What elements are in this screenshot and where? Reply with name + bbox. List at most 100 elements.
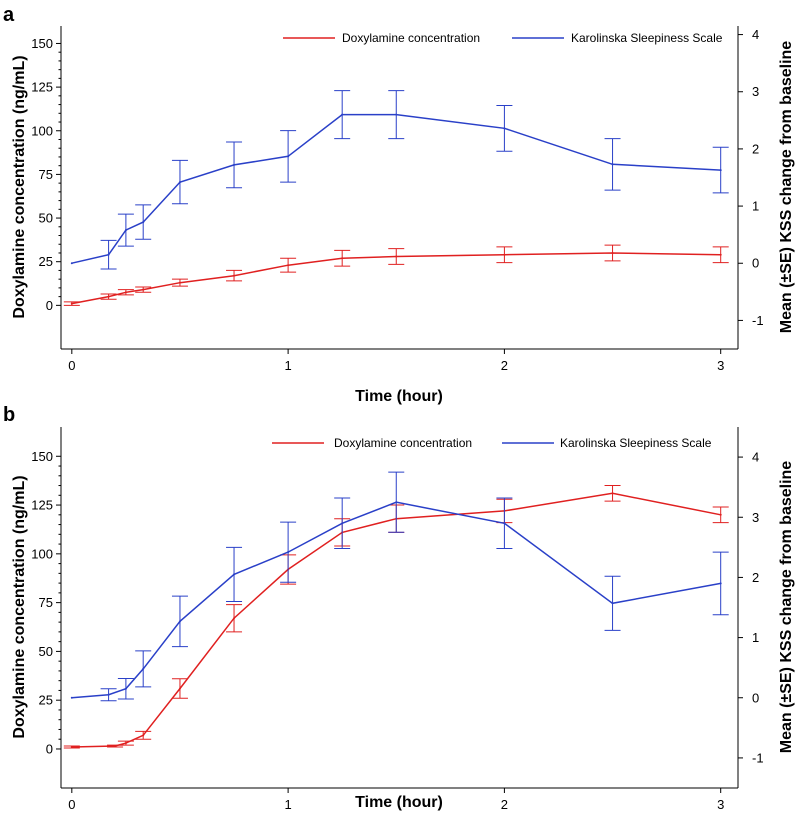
left-tick-label: 150 [31, 449, 53, 464]
doxylamine-data-point [503, 253, 506, 256]
kss-data-point [611, 163, 614, 166]
left-tick-label: 150 [31, 36, 53, 51]
kss-data-point [178, 620, 181, 623]
kss-data-point [142, 667, 145, 670]
kss-data-point [341, 522, 344, 525]
panel-b: b 0 25 50 75 100 125 150 -1 0 1 2 3 4 0 1 2 3 Time (ho… [3, 404, 795, 812]
doxylamine-data-point [114, 745, 117, 748]
panel-a-x-ticks: 0 1 2 3 [68, 349, 724, 373]
left-tick-label: 100 [31, 546, 53, 561]
panel-a-series [63, 90, 729, 306]
left-tick-label: 0 [46, 298, 53, 313]
kss-data-point [124, 687, 127, 690]
kss-data-point [611, 602, 614, 605]
right-tick-label: 4 [752, 450, 759, 465]
panel-b-left-title: Doxylamine concentration (ng/mL) [11, 475, 28, 738]
left-tick-label: 0 [46, 741, 53, 756]
panel-b-left-ticks: 0 25 50 75 100 125 150 [31, 449, 61, 756]
panel-a-legend: Doxylamine concentration Karolinska Slee… [283, 31, 723, 45]
kss-data-point [124, 229, 127, 232]
right-tick-label: -1 [752, 313, 764, 328]
kss-series-line [71, 501, 721, 699]
left-tick-label: 50 [39, 211, 53, 226]
panel-a-right-title: Mean (±SE) KSS change from baseline [778, 41, 795, 334]
doxylamine-series-line [71, 492, 721, 748]
doxylamine-data-point [124, 742, 127, 745]
panel-a-x-title: Time (hour) [355, 388, 443, 405]
doxylamine-data-point [395, 255, 398, 258]
right-tick-label: 4 [752, 27, 759, 42]
panel-a-label: a [3, 4, 15, 26]
panel-b-legend-label-dox: Doxylamine concentration [334, 436, 472, 450]
kss-data-point [70, 696, 73, 699]
panel-a-left-ticks: 0 25 50 75 100 125 150 [31, 36, 61, 313]
kss-data-point [70, 262, 73, 265]
panel-b-right-title: Mean (±SE) KSS change from baseline [778, 461, 795, 754]
right-tick-label: -1 [752, 750, 764, 765]
panel-b-x-title: Time (hour) [355, 794, 443, 811]
left-tick-label: 125 [31, 498, 53, 513]
x-tick-label: 2 [501, 358, 508, 373]
doxylamine-data-point [611, 492, 614, 495]
x-tick-label: 0 [68, 797, 75, 812]
kss-data-point [287, 155, 290, 158]
kss-data-point [719, 169, 722, 172]
kss-series-line [71, 113, 721, 264]
left-tick-label: 100 [31, 123, 53, 138]
doxylamine-data-point [142, 734, 145, 737]
panel-a-legend-label-kss: Karolinska Sleepiness Scale [571, 31, 723, 45]
x-tick-label: 3 [717, 797, 724, 812]
right-tick-label: 1 [752, 630, 759, 645]
panel-b-right-ticks: -1 0 1 2 3 4 [738, 450, 764, 765]
left-tick-label: 25 [39, 693, 53, 708]
panel-b-series [63, 471, 729, 749]
right-tick-label: 0 [752, 690, 759, 705]
x-tick-label: 2 [501, 797, 508, 812]
right-tick-label: 0 [752, 256, 759, 271]
panel-b-legend-label-kss: Karolinska Sleepiness Scale [560, 436, 712, 450]
left-tick-label: 75 [39, 595, 53, 610]
left-tick-label: 125 [31, 80, 53, 95]
doxylamine-data-point [178, 687, 181, 690]
kss-data-point [287, 551, 290, 554]
kss-data-point [503, 522, 506, 525]
left-tick-label: 25 [39, 254, 53, 269]
x-tick-label: 0 [68, 358, 75, 373]
kss-data-point [178, 181, 181, 184]
panel-b-label: b [3, 404, 15, 426]
kss-data-point [107, 253, 110, 256]
kss-data-point [503, 127, 506, 130]
panel-a-left-title: Doxylamine concentration (ng/mL) [11, 55, 28, 318]
doxylamine-data-point [178, 281, 181, 284]
right-tick-label: 2 [752, 570, 759, 585]
doxylamine-data-point [287, 264, 290, 267]
kss-data-point [719, 582, 722, 585]
doxylamine-data-point [233, 617, 236, 620]
doxylamine-data-point [341, 257, 344, 260]
doxylamine-data-point [233, 274, 236, 277]
x-tick-label: 1 [284, 358, 291, 373]
kss-data-point [233, 573, 236, 576]
doxylamine-series-line [71, 252, 721, 305]
kss-data-point [233, 163, 236, 166]
doxylamine-data-point [719, 513, 722, 516]
doxylamine-data-point [611, 251, 614, 254]
kss-data-point [395, 113, 398, 116]
panel-b-legend: Doxylamine concentration Karolinska Slee… [272, 436, 712, 450]
x-tick-label: 1 [284, 797, 291, 812]
doxylamine-data-point [719, 253, 722, 256]
kss-data-point [142, 221, 145, 224]
right-tick-label: 3 [752, 84, 759, 99]
kss-data-point [341, 113, 344, 116]
x-tick-label: 3 [717, 358, 724, 373]
panel-a-right-ticks: -1 0 1 2 3 4 [738, 27, 764, 328]
right-tick-label: 1 [752, 199, 759, 214]
panel-a-legend-label-dox: Doxylamine concentration [342, 31, 480, 45]
right-tick-label: 2 [752, 141, 759, 156]
doxylamine-data-point [142, 288, 145, 291]
kss-data-point [107, 693, 110, 696]
panel-b-x-ticks: 0 1 2 3 [68, 788, 724, 812]
doxylamine-data-point [70, 302, 73, 305]
doxylamine-data-point [70, 746, 73, 749]
panel-a: a 0 25 50 75 100 125 150 -1 0 1 2 3 4 0 1 2 3 Time (ho… [3, 4, 795, 405]
